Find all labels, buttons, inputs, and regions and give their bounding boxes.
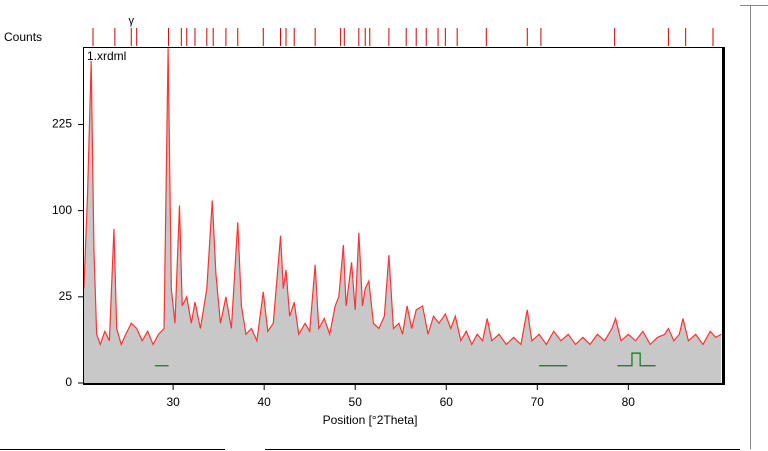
x-tick-label: 50 xyxy=(349,395,363,409)
spectrum-line xyxy=(83,48,722,347)
x-axis-label: Position [°2Theta] xyxy=(323,413,418,427)
y-tick-label: 25 xyxy=(59,289,73,303)
plot-area xyxy=(83,48,722,383)
y-tick-label: 100 xyxy=(52,203,72,217)
reference-label: γ xyxy=(129,15,135,27)
x-tick-label: 30 xyxy=(166,395,180,409)
x-tick-label: 70 xyxy=(531,395,545,409)
x-tick-label: 60 xyxy=(440,395,454,409)
y-axis-label: Counts xyxy=(4,30,42,44)
background-line xyxy=(617,352,656,367)
y-tick-label: 0 xyxy=(65,375,72,389)
annotation: 1.xrdml xyxy=(87,49,126,63)
y-tick-label: 225 xyxy=(52,117,72,131)
x-tick-label: 80 xyxy=(622,395,636,409)
x-tick-label: 40 xyxy=(257,395,271,409)
